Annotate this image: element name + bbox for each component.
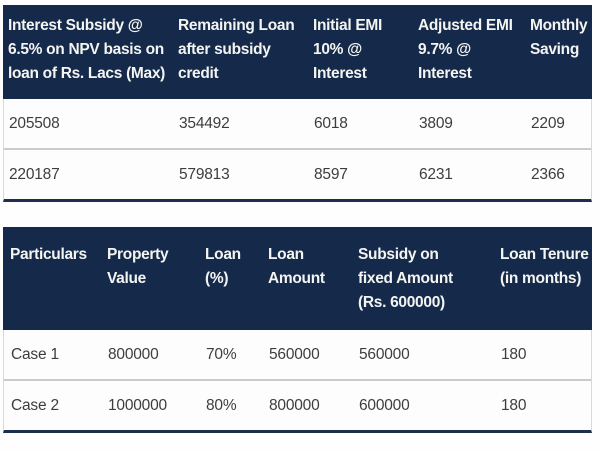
table-cell: 2209 [531,114,565,132]
table-cell: 1000000 [108,396,167,414]
table-cell: 70% [206,345,237,363]
header-cell-interest-subsidy: Interest Subsidy @ 6.5% on NPV basis on … [8,17,166,82]
table-row: Case 1 800000 70% 560000 560000 180 [4,330,591,379]
emi-subsidy-table: Interest Subsidy @ 6.5% on NPV basis on … [3,5,592,202]
table-cell: 2366 [531,165,565,183]
table-cell: 560000 [359,345,410,363]
header-cell-property-value: Property Value [107,246,169,287]
table-cell: 180 [501,345,527,363]
table-cell: 220187 [9,165,60,183]
table-cell: 6231 [419,165,453,183]
header-cell-initial-emi: Initial EMI 10% @ Interest [313,17,383,82]
cases-table-header-row: Particulars Property Value Loan (%) Loan… [3,227,592,330]
table-cell: 6018 [314,114,348,132]
header-cell-adjusted-emi: Adjusted EMI 9.7% @ Interest [418,17,513,82]
table-cell: 80% [206,396,237,414]
table-cell: 3809 [419,114,453,132]
header-cell-particulars: Particulars [10,246,87,263]
table-cell: 205508 [9,114,60,132]
table-cell: 560000 [269,345,320,363]
table-row: Case 2 1000000 80% 800000 600000 180 [4,379,591,430]
table-row: 205508 354492 6018 3809 2209 [4,99,591,148]
table-row: 220187 579813 8597 6231 2366 [4,148,591,199]
case-label: Case 2 [11,396,59,414]
emi-table-header-row: Interest Subsidy @ 6.5% on NPV basis on … [3,5,592,99]
header-cell-loan-amount: Loan Amount [268,246,325,287]
header-cell-monthly-saving: Monthly Saving [530,17,588,58]
header-cell-loan-percent: Loan (%) [205,246,241,287]
table-cell: 180 [501,396,527,414]
header-cell-loan-tenure: Loan Tenure (in months) [500,246,589,287]
emi-table-body: 205508 354492 6018 3809 2209 220187 5798… [3,99,592,202]
table-cell: 8597 [314,165,348,183]
cases-table-body: Case 1 800000 70% 560000 560000 180 Case… [3,330,592,433]
header-cell-subsidy-fixed-amount: Subsidy on fixed Amount (Rs. 600000) [358,246,453,311]
table-cell: 579813 [179,165,230,183]
table-cell: 800000 [108,345,159,363]
header-cell-remaining-loan: Remaining Loan after subsidy credit [178,17,295,82]
table-cell: 354492 [179,114,230,132]
loan-cases-table: Particulars Property Value Loan (%) Loan… [3,227,592,433]
case-label: Case 1 [11,345,59,363]
table-cell: 800000 [269,396,320,414]
table-cell: 600000 [359,396,410,414]
